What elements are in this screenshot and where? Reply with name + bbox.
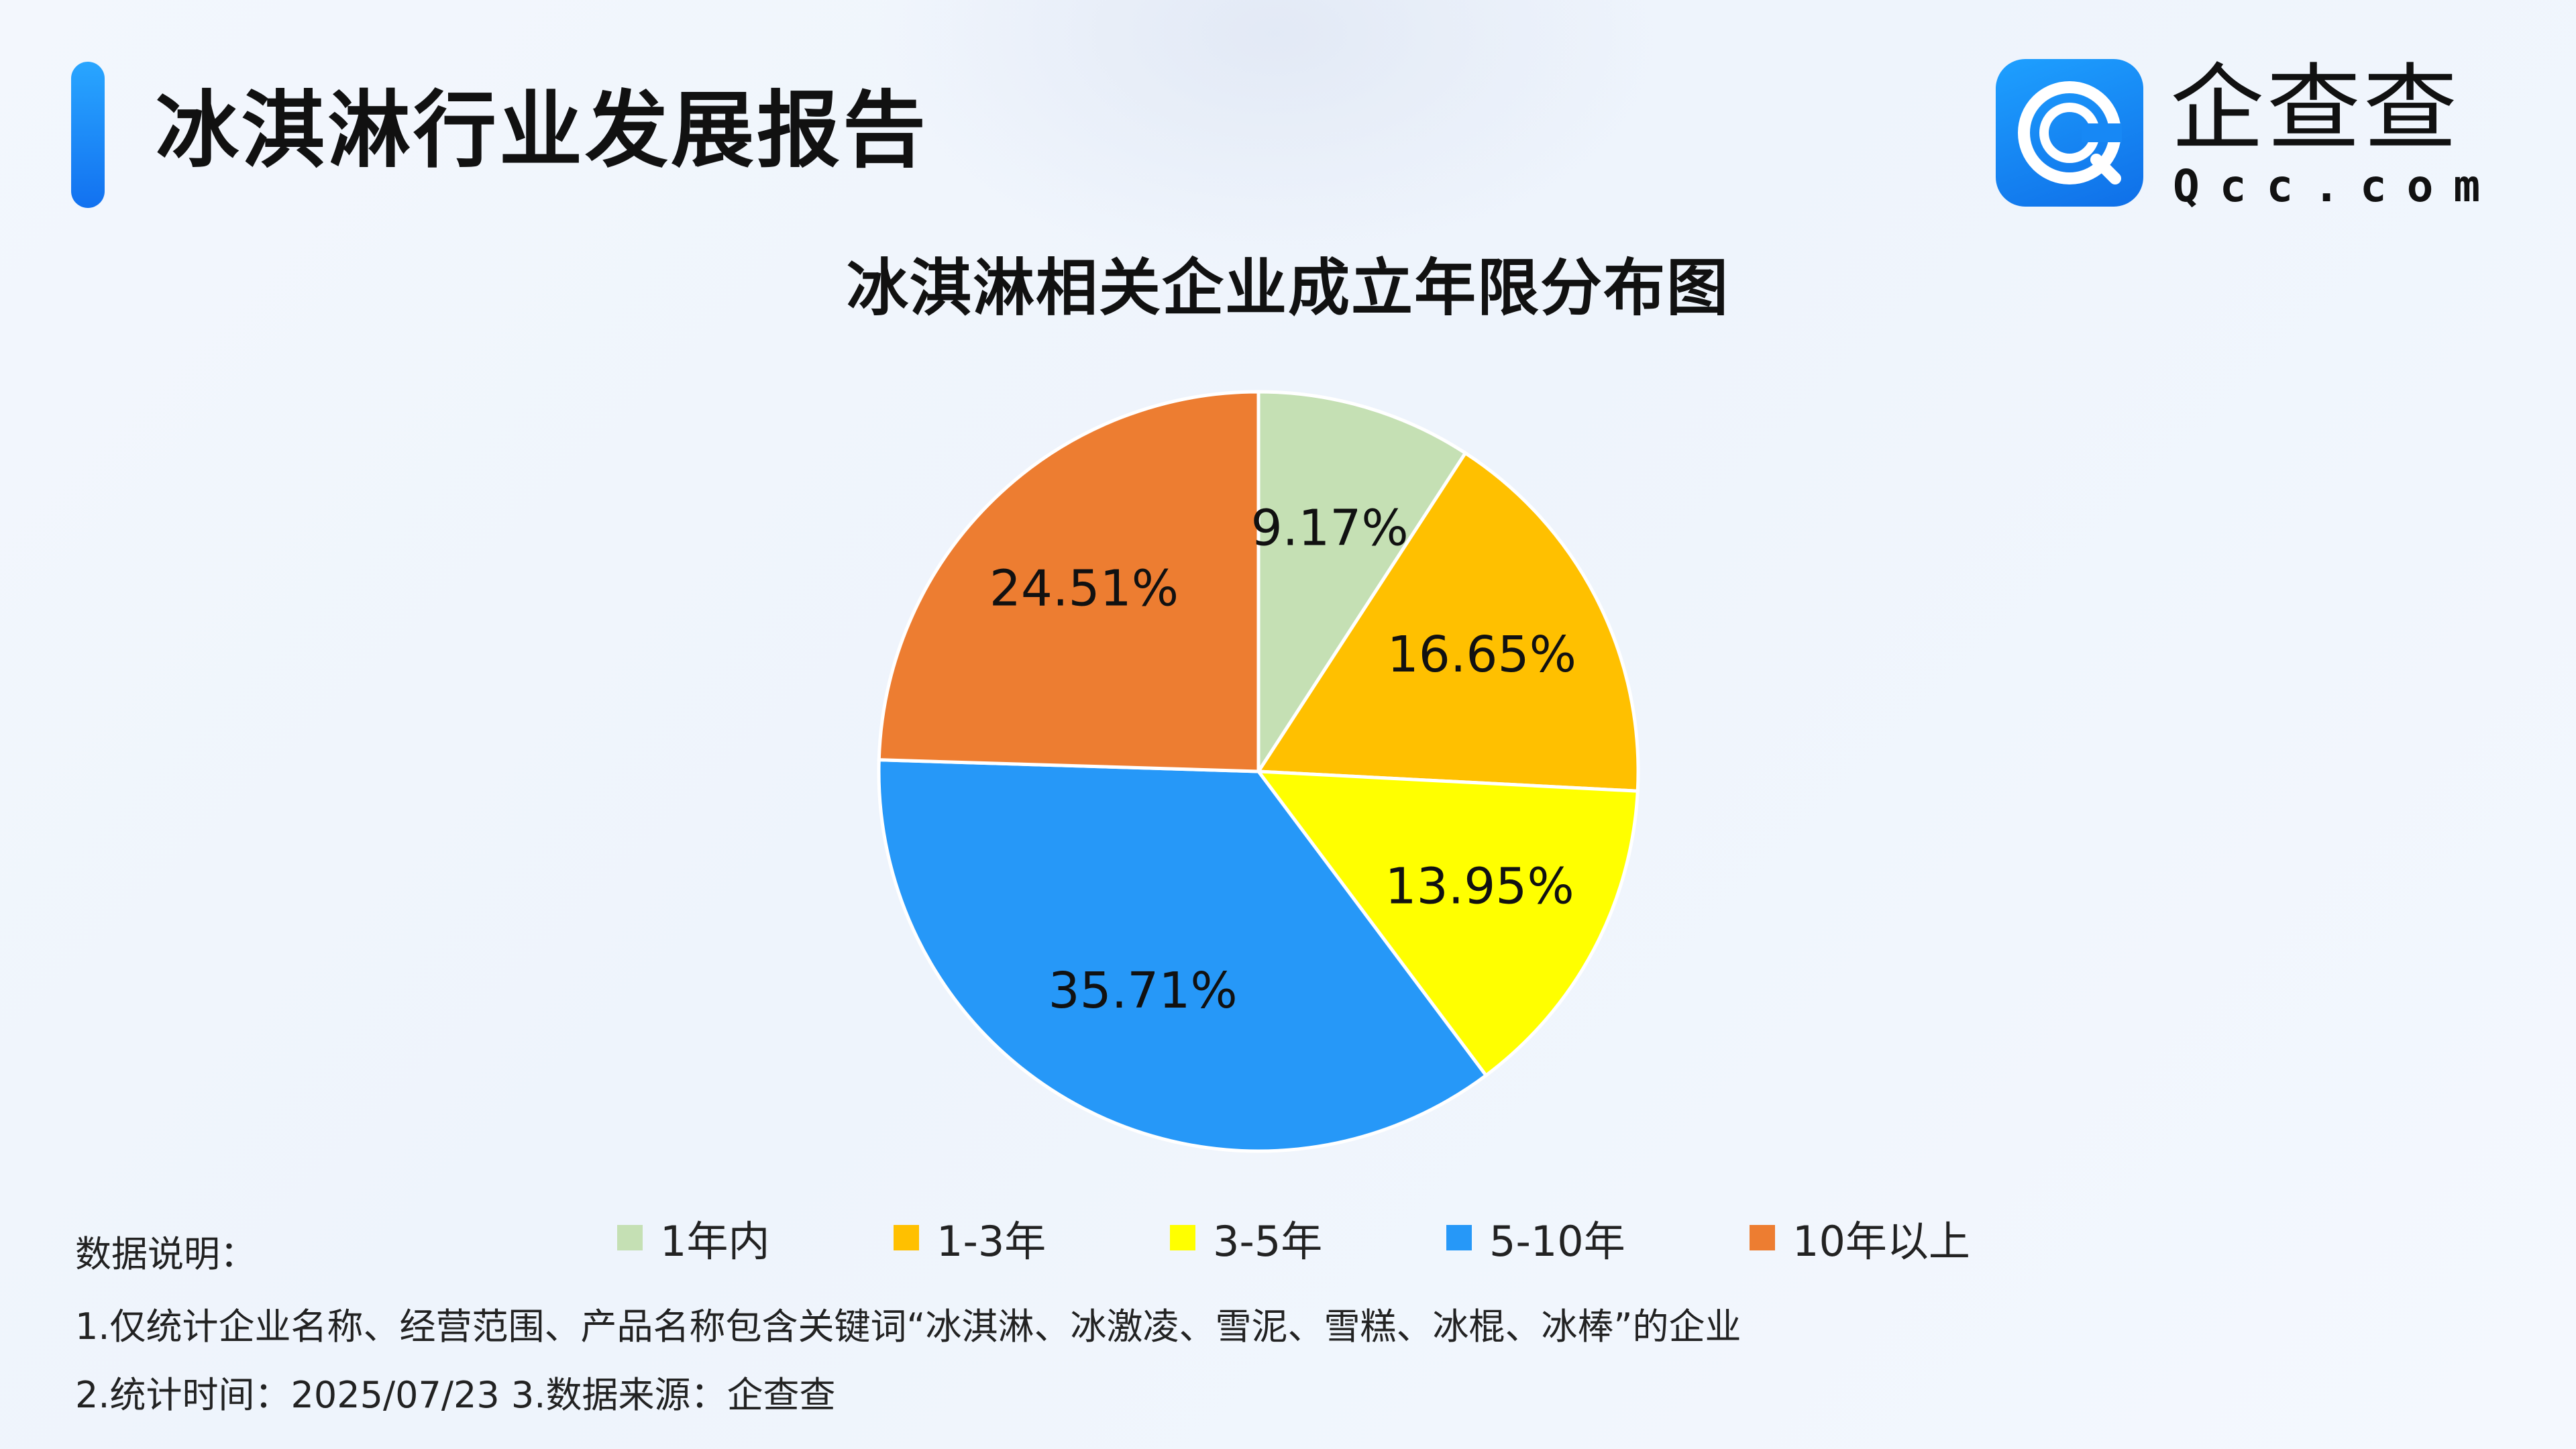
pie-data-label-0: 9.17% [1251, 499, 1409, 557]
legend-swatch [1750, 1225, 1775, 1250]
pie-data-label-1: 16.65% [1387, 626, 1576, 684]
legend-label: 1-3年 [936, 1217, 1046, 1266]
legend-item-0: 1年内 [617, 1208, 769, 1268]
pie-chart: 9.17% 16.65% 13.95% 35.71% 24.51% [877, 390, 1640, 1153]
report-title: 冰淇淋行业发展报告 [156, 83, 929, 179]
chart-legend: 1年内 1-3年 3-5年 5-10年 10年以上 [617, 1208, 2093, 1268]
pie-slice-4 [877, 390, 1260, 773]
pie-slices [877, 390, 1640, 1153]
notes-line-1: 1.仅统计企业名称、经营范围、产品名称包含关键词“冰淇淋、冰激凌、雪泥、雪糕、冰… [75, 1305, 1741, 1348]
pie-slice-1 [1255, 450, 1640, 793]
pie-data-label-4: 24.51% [989, 559, 1179, 617]
legend-item-2: 3-5年 [1170, 1208, 1322, 1268]
legend-item-4: 10年以上 [1750, 1208, 1970, 1268]
pie-data-label-3: 35.71% [1049, 962, 1238, 1020]
pie-slice-2 [1254, 769, 1640, 1078]
legend-item-3: 5-10年 [1446, 1208, 1625, 1268]
logo-domain: Qcc.com [2173, 160, 2501, 212]
legend-swatch [1170, 1225, 1195, 1250]
legend-item-1: 1-3年 [894, 1208, 1046, 1268]
pie-data-label-2: 13.95% [1385, 857, 1574, 915]
title-accent-bar [71, 62, 105, 208]
background-glow [872, 0, 1677, 268]
pie-slice-0 [1256, 390, 1468, 777]
brand-logo: 企查查 Qcc.com [1996, 54, 2480, 213]
legend-label: 5-10年 [1489, 1217, 1625, 1266]
chart-title: 冰淇淋相关企业成立年限分布图 [846, 252, 1729, 324]
notes-line-2: 2.统计时间：2025/07/23 3.数据来源：企查查 [75, 1374, 836, 1416]
legend-label: 3-5年 [1213, 1217, 1323, 1266]
qcc-logo-icon [1996, 59, 2143, 207]
legend-swatch [617, 1225, 643, 1250]
legend-swatch [894, 1225, 919, 1250]
legend-label: 10年以上 [1792, 1217, 1970, 1266]
legend-label: 1年内 [660, 1217, 770, 1266]
notes-heading: 数据说明： [75, 1233, 256, 1275]
logo-name: 企查查 [2170, 54, 2461, 164]
legend-swatch [1446, 1225, 1472, 1250]
pie-slice-3 [877, 758, 1489, 1153]
pie-data-labels: 9.17% 16.65% 13.95% 35.71% 24.51% [989, 499, 1576, 1020]
